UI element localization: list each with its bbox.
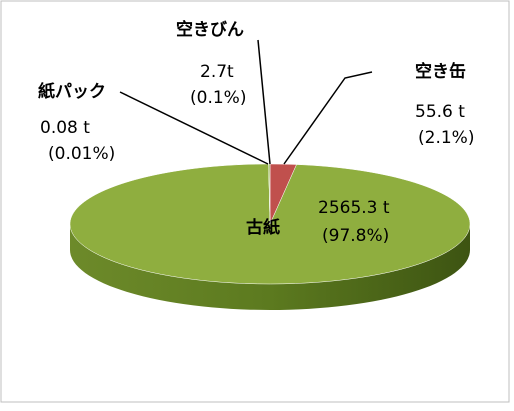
leader-line bbox=[119, 91, 269, 165]
percent-label: (2.1%) bbox=[418, 128, 474, 148]
category-label: 紙パック bbox=[38, 81, 106, 102]
pie-side bbox=[70, 224, 470, 310]
leader-line bbox=[257, 39, 271, 165]
leader-line bbox=[283, 71, 373, 165]
value-label: 55.6 t bbox=[415, 102, 465, 122]
value-label: 2.7t bbox=[200, 62, 234, 82]
percent-label: (0.01%) bbox=[48, 144, 115, 164]
category-label: 空きびん bbox=[176, 19, 244, 40]
category-label: 古紙 bbox=[246, 217, 280, 238]
pie bbox=[69, 163, 471, 310]
value-label: 2565.3 t bbox=[318, 198, 390, 218]
value-label: 0.08 t bbox=[40, 118, 90, 138]
percent-label: (0.1%) bbox=[190, 88, 246, 108]
category-label: 空き缶 bbox=[415, 61, 466, 82]
percent-label: (97.8%) bbox=[322, 226, 389, 246]
